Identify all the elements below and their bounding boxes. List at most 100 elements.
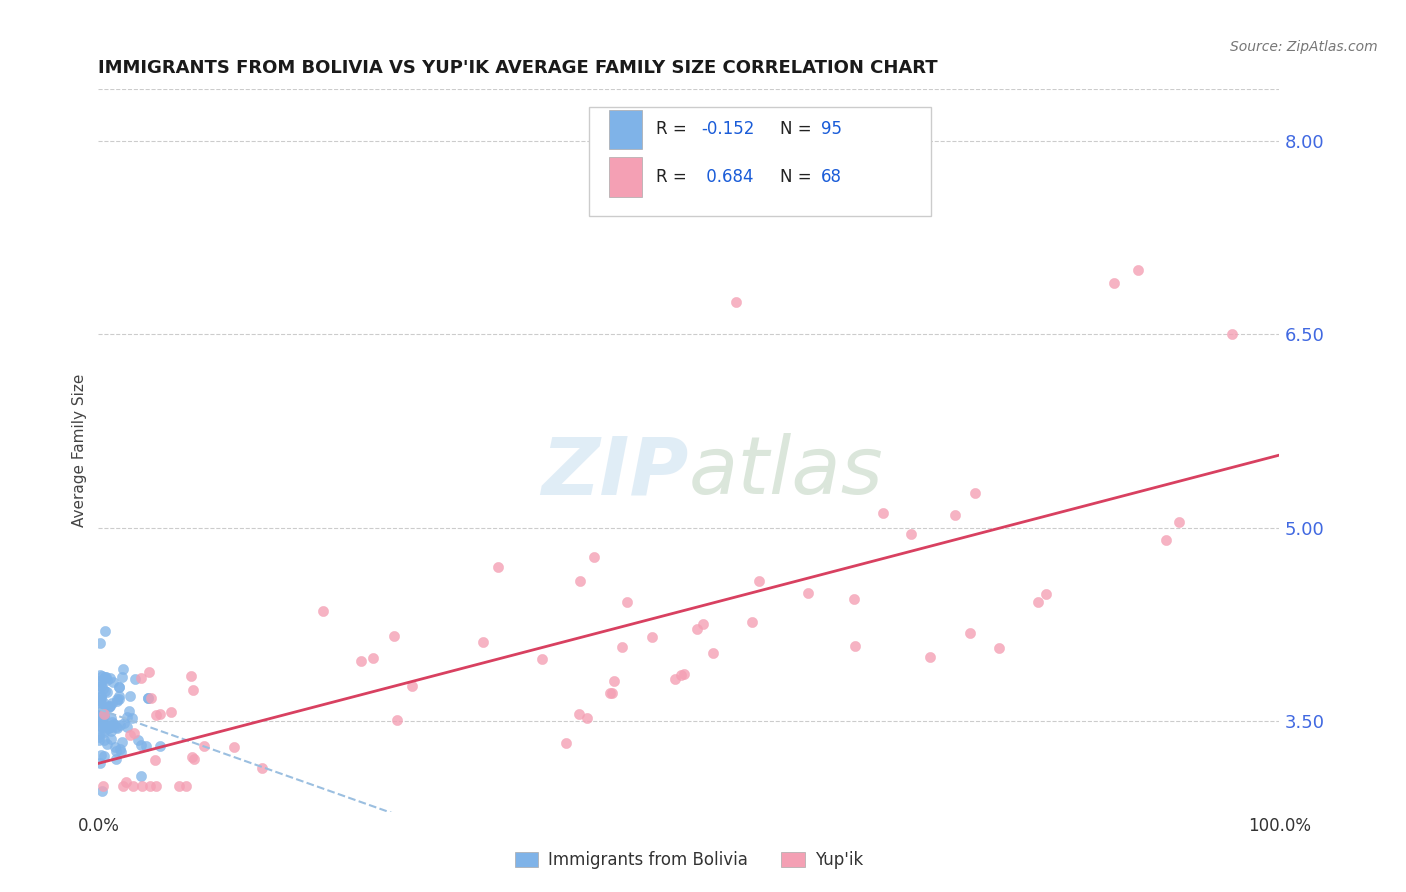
Point — [725, 295, 748, 310]
Point — [603, 674, 626, 689]
Point — [616, 595, 638, 609]
Point — [555, 736, 578, 750]
Point — [100, 711, 122, 725]
Point — [115, 775, 138, 789]
Point — [748, 574, 770, 588]
Point — [401, 679, 423, 693]
Text: IMMIGRANTS FROM BOLIVIA VS YUP'IK AVERAGE FAMILY SIZE CORRELATION CHART: IMMIGRANTS FROM BOLIVIA VS YUP'IK AVERAG… — [98, 59, 938, 77]
Point — [105, 721, 128, 735]
Point — [104, 720, 127, 734]
Point — [108, 692, 131, 706]
Point — [105, 694, 128, 708]
Point — [1154, 533, 1177, 547]
Point — [91, 703, 114, 717]
Point — [97, 700, 120, 714]
Point — [149, 707, 172, 722]
Point — [127, 733, 149, 747]
Point — [385, 713, 408, 727]
Point — [98, 671, 121, 685]
Point — [90, 694, 112, 708]
Point — [568, 574, 591, 589]
FancyBboxPatch shape — [609, 157, 641, 197]
Point — [90, 679, 112, 693]
Point — [145, 753, 167, 767]
Text: -0.152: -0.152 — [700, 120, 754, 138]
Text: R =: R = — [655, 120, 692, 138]
Point — [1168, 516, 1191, 530]
Point — [98, 719, 121, 733]
Point — [193, 739, 215, 754]
Point — [91, 779, 114, 793]
Point — [87, 727, 110, 741]
Point — [91, 715, 114, 730]
Point — [93, 707, 115, 722]
Point — [159, 706, 181, 720]
Point — [486, 560, 509, 574]
Point — [104, 739, 127, 754]
Point — [105, 692, 128, 706]
Point — [872, 506, 894, 520]
Point — [844, 592, 866, 607]
Point — [93, 683, 115, 698]
Point — [111, 779, 134, 793]
Point — [96, 670, 118, 684]
Point — [1035, 586, 1057, 600]
Legend: Immigrants from Bolivia, Yup'ik: Immigrants from Bolivia, Yup'ik — [508, 845, 870, 876]
Point — [90, 748, 112, 763]
Point — [363, 651, 385, 665]
Point — [115, 710, 138, 724]
Point — [89, 693, 111, 707]
Point — [120, 689, 142, 703]
Point — [568, 707, 591, 722]
Point — [89, 674, 111, 689]
Point — [641, 631, 664, 645]
Y-axis label: Average Family Size: Average Family Size — [72, 374, 87, 527]
Point — [224, 740, 246, 755]
Point — [90, 690, 112, 704]
Text: N =: N = — [780, 168, 817, 186]
Point — [145, 779, 167, 793]
Point — [100, 731, 122, 746]
Point — [797, 586, 820, 600]
Point — [312, 604, 335, 618]
Text: 0.684: 0.684 — [700, 168, 754, 186]
Point — [599, 685, 621, 699]
Point — [1026, 595, 1049, 609]
Point — [686, 622, 709, 636]
Point — [101, 714, 124, 729]
Point — [120, 728, 142, 742]
Point — [90, 783, 112, 797]
Point — [531, 652, 554, 666]
Text: R =: R = — [655, 168, 692, 186]
Point — [101, 718, 124, 732]
Point — [104, 752, 127, 766]
Point — [250, 761, 273, 775]
Point — [124, 672, 146, 686]
Point — [844, 639, 866, 653]
Point — [93, 724, 115, 739]
Point — [108, 742, 131, 756]
Point — [97, 721, 120, 735]
Point — [93, 701, 115, 715]
Point — [101, 674, 124, 689]
Point — [987, 640, 1010, 655]
Point — [183, 752, 205, 766]
Point — [91, 682, 114, 697]
Point — [100, 696, 122, 710]
Point — [89, 702, 111, 716]
Point — [90, 669, 112, 683]
Point — [692, 617, 714, 632]
Point — [90, 713, 112, 727]
Point — [97, 721, 120, 735]
Point — [963, 485, 986, 500]
Point — [471, 635, 494, 649]
Point — [1126, 263, 1149, 277]
Point — [129, 769, 152, 783]
Point — [90, 675, 112, 690]
Point — [136, 690, 159, 705]
Point — [91, 695, 114, 709]
Point — [108, 689, 131, 703]
Point — [122, 725, 145, 739]
Point — [93, 749, 115, 764]
Point — [138, 665, 160, 680]
